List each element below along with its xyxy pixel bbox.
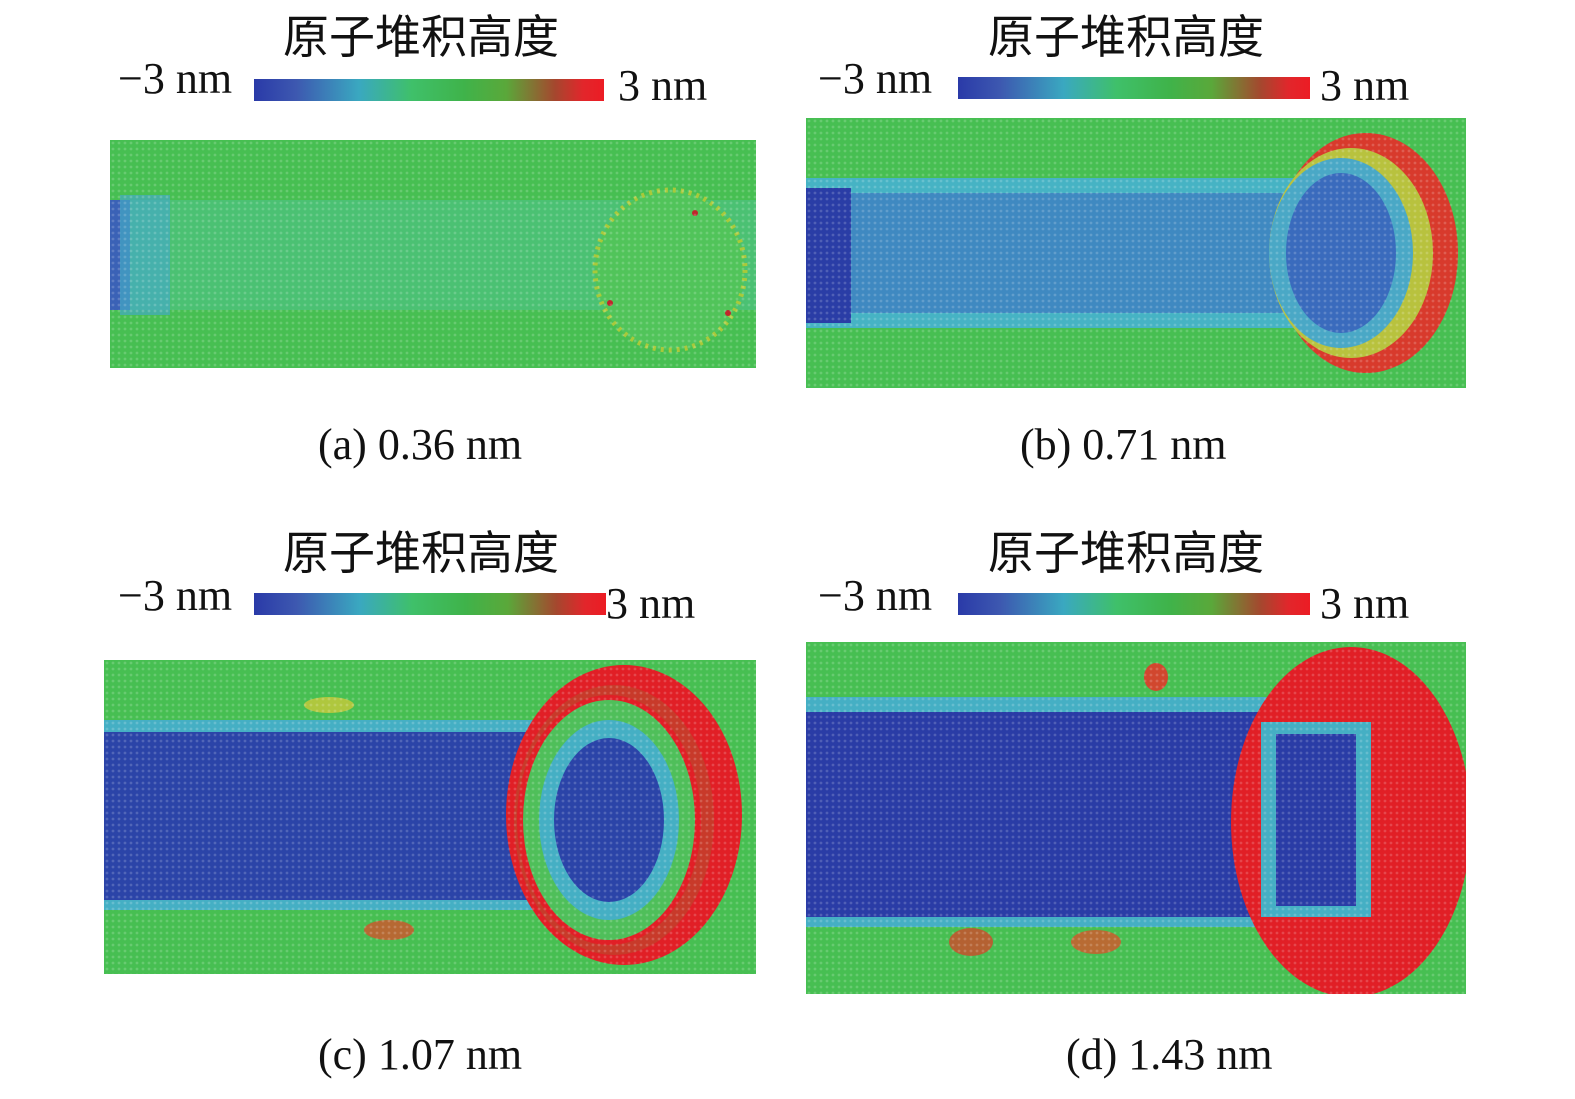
colorbar-title: 原子堆积高度	[988, 10, 1264, 64]
colorbar-max-label: 3 nm	[618, 61, 708, 110]
colorbar-max-label: 3 nm	[606, 579, 696, 628]
colorbar-title: 原子堆积高度	[283, 10, 559, 64]
colorbar-min-label: −3 nm	[818, 571, 933, 620]
height-map	[104, 660, 756, 974]
height-map	[110, 140, 756, 368]
colorbar	[958, 77, 1310, 99]
colorbar-min-label: −3 nm	[118, 54, 233, 103]
colorbar-max-label: 3 nm	[1320, 61, 1410, 110]
height-map	[806, 642, 1466, 994]
height-map	[806, 118, 1466, 388]
colorbar	[254, 593, 606, 615]
colorbar-min-label: −3 nm	[118, 571, 233, 620]
panel-caption: (a) 0.36 nm	[318, 420, 523, 469]
colorbar-title: 原子堆积高度	[988, 526, 1264, 580]
colorbar-max-label: 3 nm	[1320, 579, 1410, 628]
colorbar	[958, 593, 1310, 615]
panel-caption: (b) 0.71 nm	[1020, 420, 1227, 469]
colorbar-title: 原子堆积高度	[283, 526, 559, 580]
colorbar-min-label: −3 nm	[818, 54, 933, 103]
panel-caption: (c) 1.07 nm	[318, 1030, 523, 1079]
panel-caption: (d) 1.43 nm	[1066, 1030, 1273, 1079]
colorbar	[254, 79, 604, 101]
